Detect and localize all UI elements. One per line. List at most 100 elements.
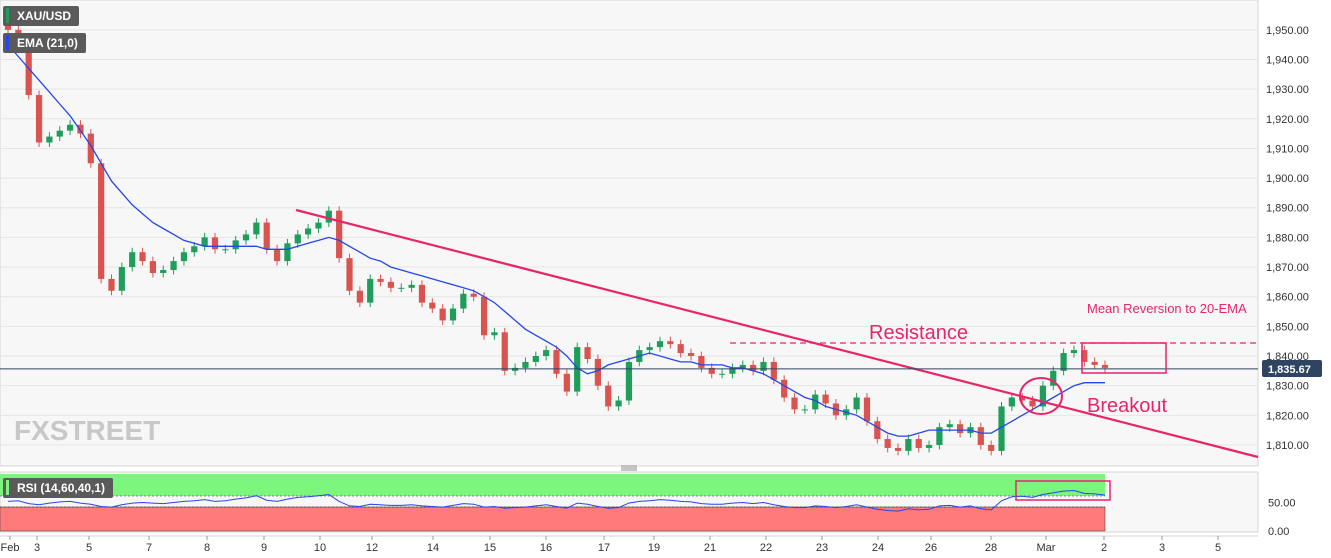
- candle-body: [946, 424, 953, 428]
- candle-body: [770, 361, 777, 380]
- x-tick-label: 12: [366, 542, 378, 554]
- x-tick-label: Mar: [1037, 542, 1056, 554]
- candle-body: [563, 373, 570, 392]
- y-tick-label: 1,870.00: [1266, 262, 1309, 274]
- candle-body: [1050, 370, 1057, 386]
- x-tick-label: 8: [204, 542, 210, 554]
- candle-body: [294, 234, 301, 244]
- candle-body: [822, 394, 829, 404]
- candle-body: [98, 163, 105, 279]
- candle-body: [253, 222, 260, 235]
- candle-body: [687, 353, 695, 357]
- candle-body: [118, 267, 125, 291]
- candle-body: [66, 124, 74, 131]
- candle-body: [315, 222, 322, 229]
- x-tick-label: 17: [598, 542, 610, 554]
- candle-body: [305, 228, 312, 235]
- y-tick-label: 1,950.00: [1266, 25, 1309, 37]
- candle-body: [1019, 397, 1026, 401]
- candle-body: [129, 252, 136, 268]
- candle-body: [108, 278, 115, 291]
- x-tick-label: 5: [86, 542, 92, 554]
- candle-body: [584, 347, 591, 359]
- x-tick-label: Feb: [1, 542, 20, 554]
- candle-body: [1060, 353, 1067, 371]
- y-tick-label: 1,820.00: [1266, 410, 1309, 422]
- candle-body: [160, 270, 167, 273]
- current-price-tag: 1,835.67: [1262, 360, 1322, 377]
- candle-body: [760, 361, 767, 371]
- candle-body: [574, 347, 581, 392]
- candle-body: [1039, 385, 1047, 407]
- x-tick-label: 5: [1215, 542, 1221, 554]
- rsi-upper-zone: [0, 474, 1105, 496]
- candle-body: [791, 397, 798, 410]
- candle-body: [232, 240, 239, 250]
- candle-body: [957, 424, 964, 434]
- rsi-label: RSI (14,60,40,1): [17, 481, 106, 495]
- candle-body: [522, 361, 529, 368]
- symbol-badge[interactable]: XAU/USD: [3, 6, 80, 26]
- current-price-text: 1,835.67: [1268, 364, 1311, 376]
- watermark-text: FXSTREET: [14, 415, 160, 446]
- price-grid: [0, 29, 1258, 446]
- ema-swatch: [6, 35, 9, 50]
- candle-body: [501, 332, 508, 371]
- candle-body: [1008, 397, 1015, 407]
- candle-body: [336, 210, 343, 259]
- candle-body: [739, 364, 746, 368]
- candle-body: [853, 397, 860, 410]
- symbol-swatch: [6, 8, 9, 23]
- candle-body: [615, 400, 622, 407]
- candles: [4, 16, 1109, 456]
- resistance-label: Resistance: [869, 322, 968, 344]
- rsi-badge[interactable]: RSI (14,60,40,1): [3, 478, 114, 498]
- candle-body: [273, 249, 281, 262]
- rsi-tick-label: 0.00: [1268, 526, 1289, 538]
- breakout-label: Breakout: [1087, 395, 1167, 417]
- rsi-y-axis: 0.00 50.00: [1268, 498, 1296, 539]
- candle-body: [367, 278, 374, 303]
- y-tick-label: 1,850.00: [1266, 321, 1309, 333]
- candle-body: [594, 358, 602, 386]
- x-tick-label: 3: [1159, 542, 1165, 554]
- candle-body: [491, 332, 498, 336]
- pane-resize-handle[interactable]: [621, 465, 637, 471]
- candle-body: [356, 290, 363, 303]
- candle-body: [139, 252, 146, 262]
- candle-body: [977, 427, 984, 445]
- x-tick-label: 3: [34, 542, 40, 554]
- x-tick-label: 22: [760, 542, 772, 554]
- y-tick-label: 1,940.00: [1266, 54, 1309, 66]
- candle-body: [801, 409, 808, 411]
- candle-body: [429, 302, 436, 309]
- candle-body: [646, 347, 653, 351]
- x-tick-label: 28: [985, 542, 997, 554]
- y-tick-label: 1,890.00: [1266, 203, 1309, 215]
- candle-body: [863, 397, 871, 422]
- y-tick-label: 1,860.00: [1266, 292, 1309, 304]
- ema-badge[interactable]: EMA (21,0): [3, 33, 86, 53]
- candle-body: [201, 237, 208, 247]
- candle-body: [398, 287, 405, 289]
- candle-body: [180, 252, 188, 262]
- candle-body: [605, 385, 612, 407]
- candle-body: [25, 47, 32, 96]
- rsi-lower-zone: [0, 506, 1106, 532]
- candle-body: [1091, 361, 1098, 365]
- candle-body: [729, 367, 736, 374]
- x-tick-label: 26: [925, 542, 937, 554]
- candle-body: [625, 361, 633, 401]
- x-tick-label: 15: [484, 542, 496, 554]
- candle-body: [149, 261, 156, 273]
- time-x-axis: Feb 3 5 7 8 9 10 12 14 15 16 17 19 21 22 23 24 26 28 Mar 2 3 5: [0, 535, 1258, 554]
- y-tick-label: 1,810.00: [1266, 440, 1309, 452]
- symbol-label: XAU/USD: [17, 9, 72, 23]
- candle-body: [553, 350, 560, 374]
- candle-body: [915, 439, 922, 448]
- candle-body: [698, 356, 705, 368]
- candle-body: [894, 447, 902, 451]
- candle-body: [470, 293, 477, 297]
- candle-body: [718, 373, 726, 375]
- candle-body: [708, 367, 715, 374]
